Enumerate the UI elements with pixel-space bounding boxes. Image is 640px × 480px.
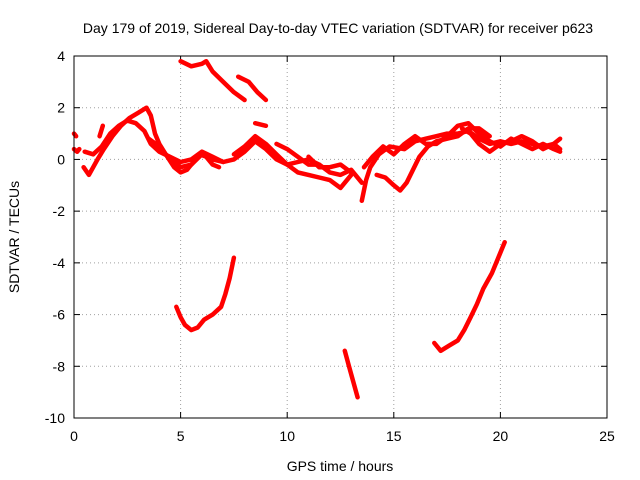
series-arc-2 (71, 146, 82, 154)
y-tick-label: 2 (57, 100, 65, 116)
y-tick-label: -8 (53, 358, 66, 374)
series-arc-10 (306, 154, 354, 175)
x-axis-label: GPS time / hours (287, 458, 394, 474)
series-arc-19 (432, 239, 507, 354)
grid (74, 56, 607, 418)
series-arc-8 (252, 120, 269, 129)
x-tick-label: 10 (279, 428, 295, 444)
series-arc-14 (342, 348, 360, 400)
x-tick-label: 25 (599, 428, 615, 444)
y-tick-label: -4 (53, 255, 66, 271)
series-arc-16 (361, 120, 563, 170)
chart-title: Day 179 of 2019, Sidereal Day-to-day VTE… (83, 20, 593, 36)
x-tick-label: 0 (70, 428, 78, 444)
series-arc-5 (97, 123, 106, 139)
plot-frame (73, 55, 608, 419)
y-tick-label: 4 (57, 48, 65, 64)
series-arc-7 (231, 133, 354, 191)
y-tick-label: -10 (45, 410, 65, 426)
x-tick-label: 15 (386, 428, 402, 444)
y-tick-label: -2 (53, 203, 66, 219)
series-arc-4 (82, 118, 322, 167)
y-axis-label: SDTVAR / TECUs (6, 181, 22, 293)
data-series (71, 58, 563, 400)
series-arc-12 (235, 74, 269, 103)
series-arc-11 (178, 58, 247, 103)
series-arc-6 (146, 136, 226, 170)
x-tick-label: 5 (177, 428, 185, 444)
x-tick-label: 20 (493, 428, 509, 444)
y-tick-label: 0 (57, 151, 65, 167)
series-arc-18 (459, 126, 563, 154)
series-arc-13 (174, 255, 237, 333)
y-tick-label: -6 (53, 307, 66, 323)
